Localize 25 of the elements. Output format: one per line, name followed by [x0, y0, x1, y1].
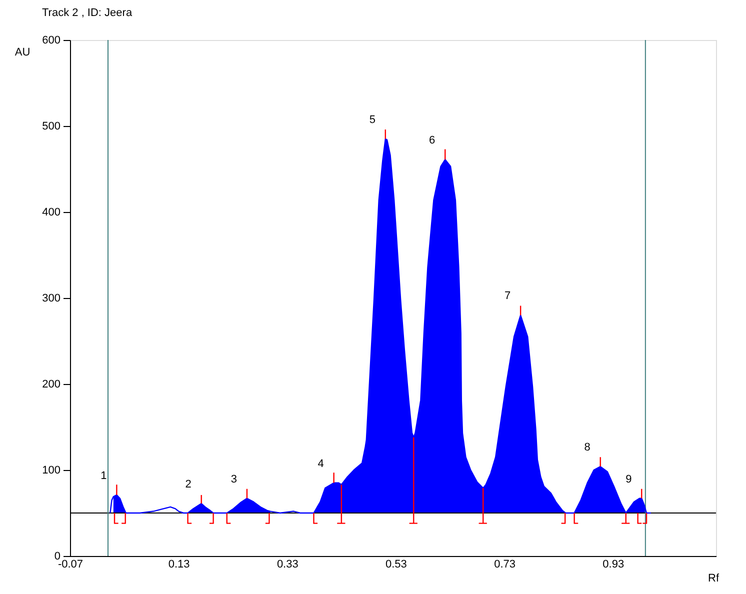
x-tick-label: 0.53: [386, 558, 407, 570]
annotation: 9: [626, 473, 632, 486]
y-tick-label: 0: [54, 550, 60, 562]
annotation: 4: [318, 458, 324, 470]
x-tick-label: 0.33: [276, 558, 298, 570]
annotation: 6: [429, 134, 436, 147]
annotation: 1: [100, 470, 107, 482]
y-tick-label: 200: [42, 378, 60, 390]
x-tick-label: 0.13: [168, 558, 190, 570]
annotation: 8: [584, 442, 590, 454]
y-tick-label: 400: [42, 206, 60, 218]
x-tick-label: -0.07: [58, 558, 84, 570]
y-tick-label: 100: [42, 464, 60, 476]
x-tick-label: 0.93: [602, 558, 624, 570]
chart-title: Track 2 , ID: Jeera: [42, 7, 133, 19]
annotation: 7: [504, 290, 511, 302]
annotation: 5: [369, 114, 376, 126]
y-tick-label: 300: [42, 292, 60, 304]
x-tick-label: 0.73: [494, 558, 516, 570]
y-tick-label: 500: [42, 120, 60, 132]
annotation: 2: [185, 478, 192, 491]
y-axis-title: AU: [14, 46, 30, 58]
x-axis-title: Rf: [708, 572, 720, 584]
annotation: 3: [230, 473, 238, 486]
y-tick-label: 600: [42, 34, 60, 46]
